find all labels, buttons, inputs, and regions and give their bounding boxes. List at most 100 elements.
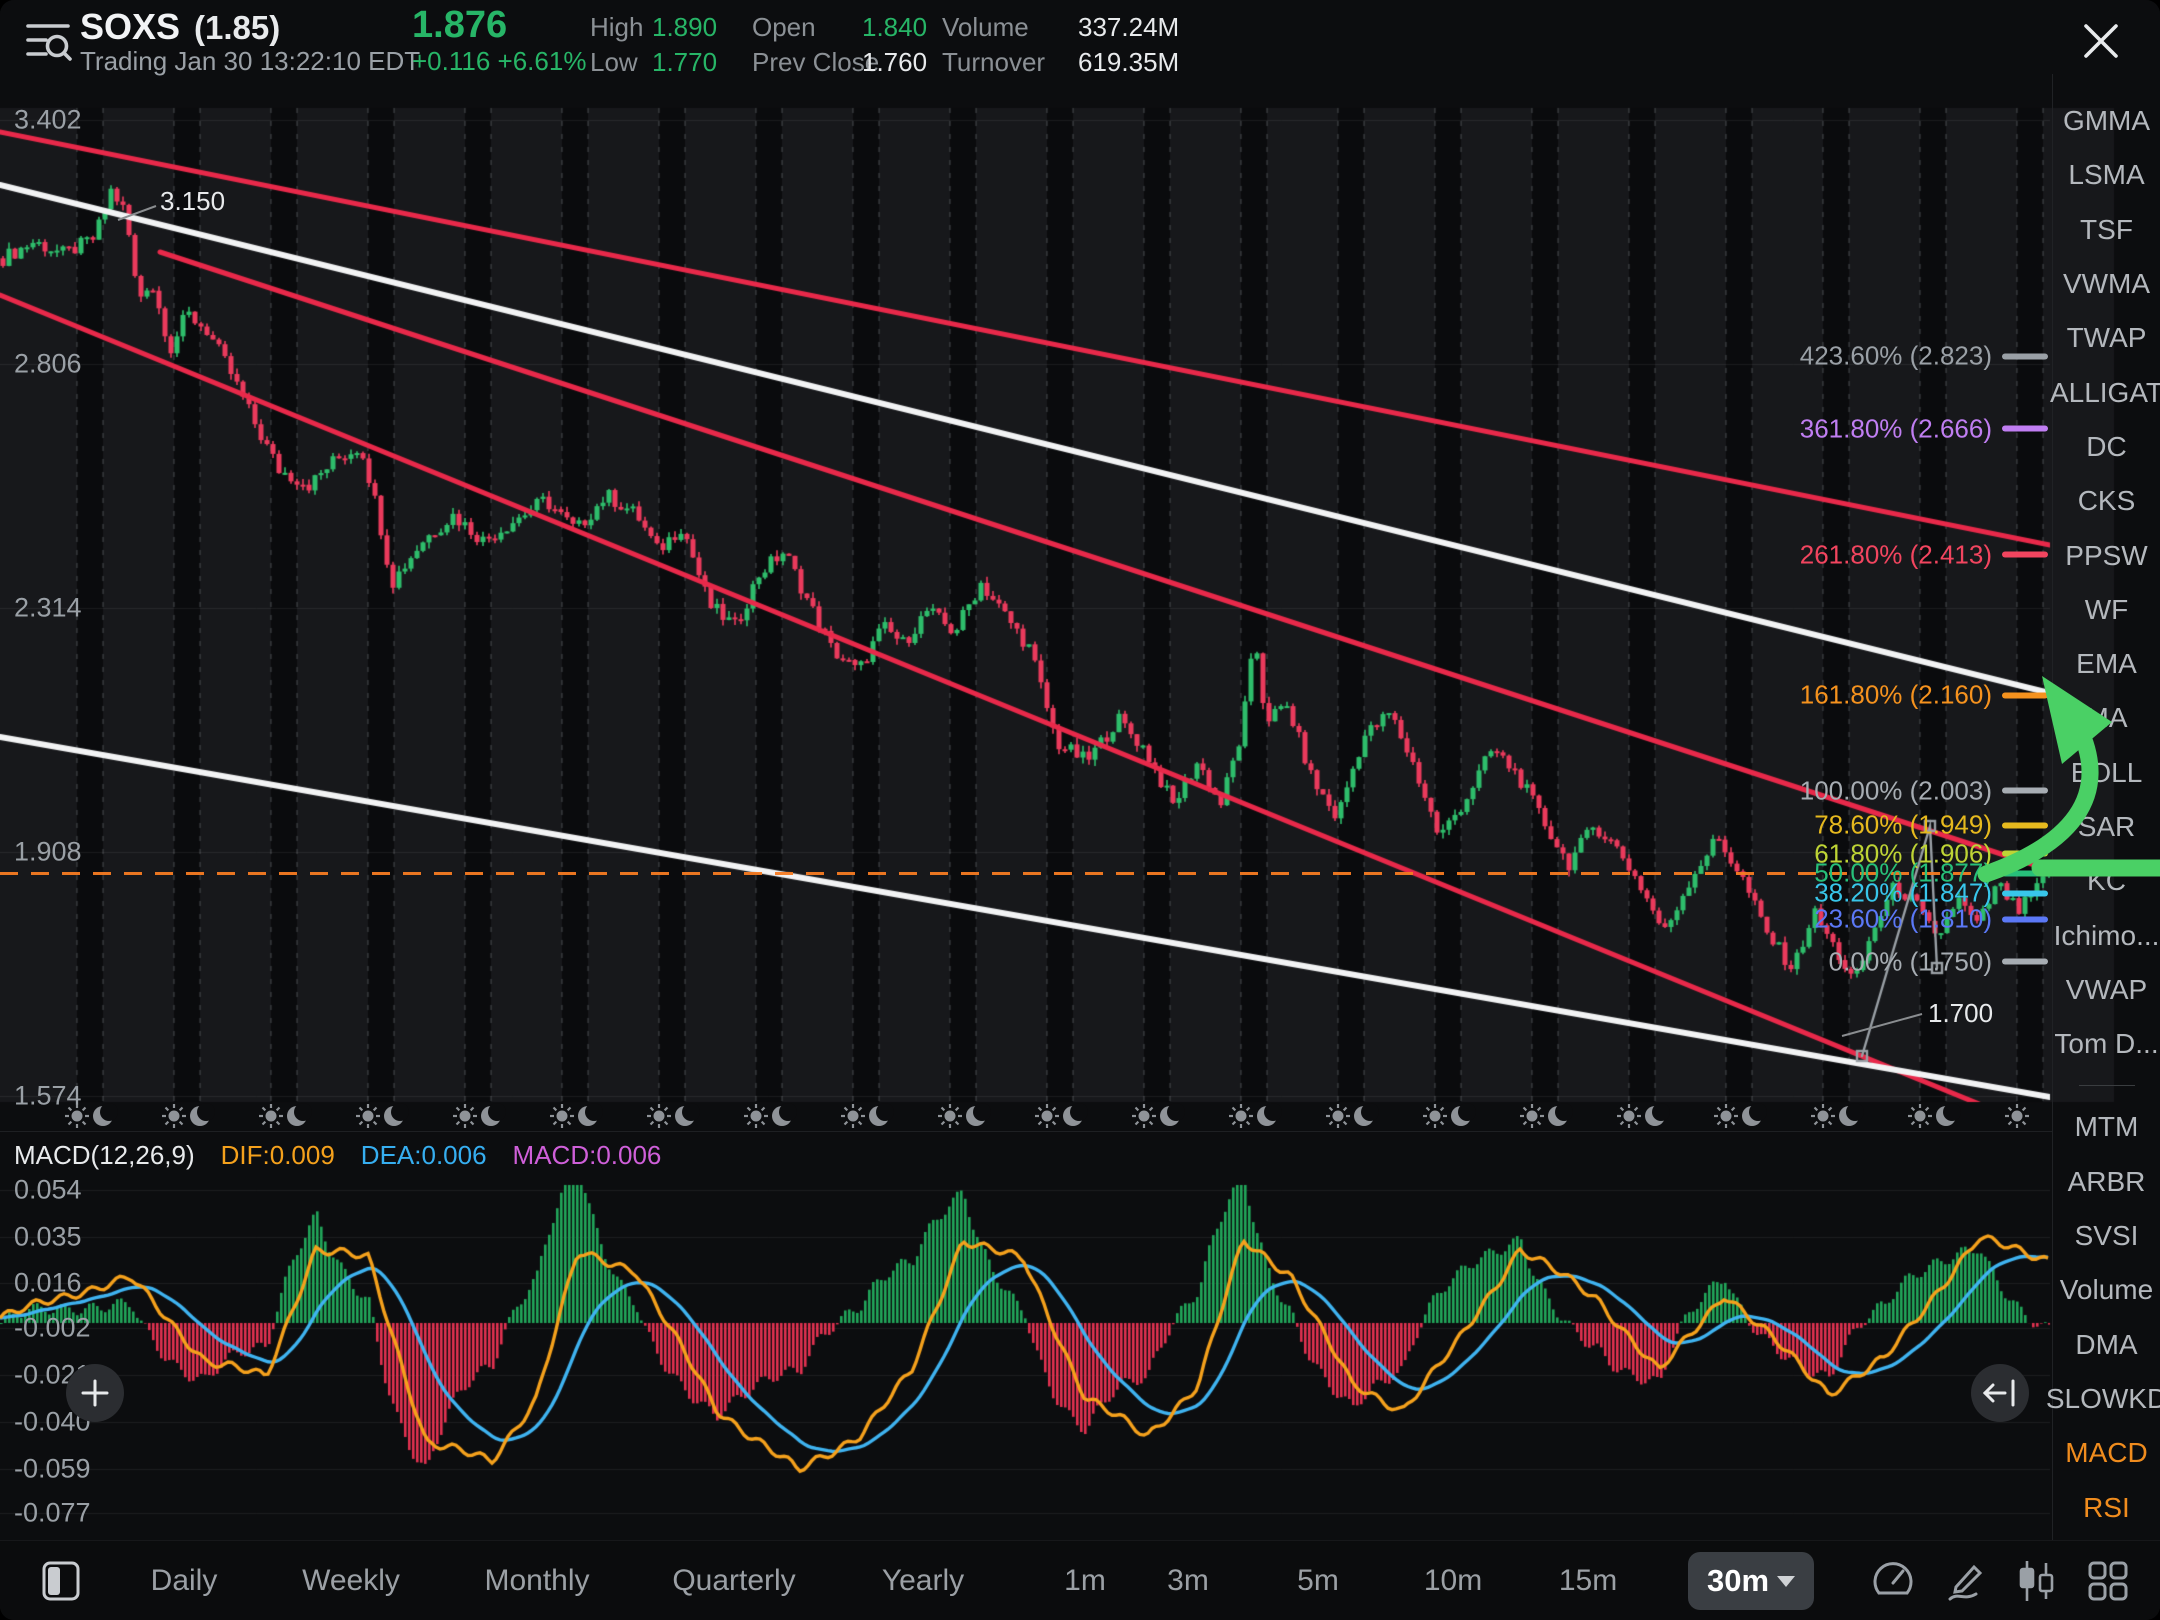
gauge-icon[interactable] <box>1871 1559 1915 1603</box>
fib-level-423.60[interactable]: 423.60% (2.823) <box>1800 341 2048 372</box>
layout-grid-icon[interactable] <box>2086 1559 2130 1603</box>
low-price-callout: 1.700 <box>1928 998 1994 1028</box>
price-axis-label: 2.314 <box>14 592 82 623</box>
price-axis-label: 1.908 <box>14 836 82 867</box>
timeframe-monthly[interactable]: Monthly <box>484 1564 590 1597</box>
fib-level-261.80[interactable]: 261.80% (2.413) <box>1800 539 2048 570</box>
sidebar-item-twap[interactable]: TWAP <box>2066 322 2147 354</box>
timeframe-weekly[interactable]: Weekly <box>302 1564 400 1597</box>
sidebar-item-boll[interactable]: BOLL <box>2070 756 2143 788</box>
sidebar-item-ppsw[interactable]: PPSW <box>2065 539 2148 571</box>
fib-level-tick <box>2002 916 2048 923</box>
sidebar-item-lsma[interactable]: LSMA <box>2068 159 2145 191</box>
fib-level-label: 361.80% (2.666) <box>1799 413 1992 444</box>
zoom-in-button[interactable] <box>66 1364 124 1422</box>
fib-level-tick <box>2002 551 2048 558</box>
fib-level-label: 261.80% (2.413) <box>1799 539 1992 570</box>
macd-axis-label: -0.077 <box>14 1497 91 1528</box>
fib-level-label: 61.80% (1.906) <box>1814 838 1992 869</box>
open-value: 1.840 <box>862 12 928 42</box>
fib-level-label: 50.00% (1.877) <box>1814 857 1992 888</box>
sidebar-item-arbr[interactable]: ARBR <box>2067 1165 2146 1197</box>
sidebar-item-vwap[interactable]: VWAP <box>2065 973 2148 1005</box>
fib-level-label: 38.20% (1.847) <box>1814 877 1992 908</box>
timeframe-1m[interactable]: 1m <box>1064 1564 1106 1597</box>
jump-to-latest-button[interactable] <box>1971 1364 2029 1422</box>
sidebar-item-alligat[interactable]: ALLIGAT <box>2049 376 2160 408</box>
sidebar-item-ema[interactable]: EMA <box>2076 648 2137 680</box>
sidebar-item-vwma[interactable]: VWMA <box>2062 268 2151 300</box>
fib-level-23.60[interactable]: 23.60% (1.810) <box>1814 904 2048 935</box>
current-price-line <box>0 872 2050 875</box>
search-list-icon[interactable] <box>22 14 74 66</box>
macd-axis-label: 0.054 <box>14 1174 82 1205</box>
macd-axis-label: -0.002 <box>14 1312 91 1343</box>
sidebar-divider <box>2078 1085 2135 1087</box>
plus-icon <box>81 1379 109 1407</box>
macd-macd-value: MACD:0.006 <box>512 1140 662 1170</box>
sidebar-item-ma[interactable]: MA <box>2085 702 2128 734</box>
timeframe-quarterly[interactable]: Quarterly <box>672 1564 796 1597</box>
session-status: Trading Jan 30 13:22:10 EDT <box>80 46 421 76</box>
fib-level-label: 78.60% (1.949) <box>1814 809 1992 840</box>
fib-level-78.60[interactable]: 78.60% (1.949) <box>1814 810 2048 841</box>
symbol-title: SOXS (1.85) <box>80 6 281 47</box>
fib-level-tick <box>2002 822 2048 829</box>
fib-level-161.80[interactable]: 161.80% (2.160) <box>1800 680 2048 711</box>
sidebar-item-gmma[interactable]: GMMA <box>2062 105 2151 137</box>
fib-level-361.80[interactable]: 361.80% (2.666) <box>1800 413 2048 444</box>
sidebar-item-macd[interactable]: MACD <box>2065 1437 2148 1469</box>
sidebar-item-slowkd[interactable]: SLOWKD <box>2045 1382 2160 1414</box>
fib-level-tick <box>2002 870 2048 877</box>
sidebar-item-svsi[interactable]: SVSI <box>2074 1220 2139 1252</box>
timeframe-daily[interactable]: Daily <box>150 1564 218 1597</box>
timeframe-yearly[interactable]: Yearly <box>881 1564 965 1597</box>
last-price: 1.876 <box>412 4 508 46</box>
prev-close-label: Prev Close <box>752 47 880 77</box>
sidebar-item-tsf[interactable]: TSF <box>2080 213 2133 245</box>
fib-level-0.00[interactable]: 0.00% (1.750) <box>1829 946 2048 977</box>
fib-level-label: 0.00% (1.750) <box>1828 946 1992 977</box>
sidebar-item-ichimo-[interactable]: Ichimo... <box>2053 919 2160 951</box>
timeframe-selected-dropdown[interactable]: 30m <box>1688 1552 1814 1610</box>
sidebar-item-kc[interactable]: KC <box>2087 865 2126 897</box>
sidebar-item-volume[interactable]: Volume <box>2059 1274 2154 1306</box>
macd-axis-label: 0.035 <box>14 1221 82 1252</box>
sidebar-item-tom-d-[interactable]: Tom D... <box>2054 1028 2159 1060</box>
bottom-toolbar: Daily Weekly Monthly Quarterly Yearly 1m 3m 5m 1… <box>0 1540 2160 1620</box>
sidebar-item-cks[interactable]: CKS <box>2077 485 2136 517</box>
draw-pencil-icon[interactable] <box>1944 1559 1988 1603</box>
timeframe-3m[interactable]: 3m <box>1167 1564 1209 1597</box>
fib-level-38.20[interactable]: 38.20% (1.847) <box>1814 878 2048 909</box>
macd-params: MACD(12,26,9) <box>14 1140 195 1170</box>
prev-close-value: 1.760 <box>862 47 928 77</box>
volume-label: Volume <box>942 12 1029 42</box>
sidebar-item-dma[interactable]: DMA <box>2075 1328 2138 1360</box>
price-axis-label: 2.806 <box>14 348 82 379</box>
sidebar-item-rsi[interactable]: RSI <box>2083 1491 2130 1523</box>
low-value: 1.770 <box>652 47 718 77</box>
sidebar-item-mtm[interactable]: MTM <box>2074 1111 2139 1143</box>
price-axis-label: 1.574 <box>14 1080 82 1111</box>
timeframe-5m[interactable]: 5m <box>1297 1564 1339 1597</box>
selected-timeframe: 30m <box>1706 1563 1770 1598</box>
sidebar-item-wf[interactable]: WF <box>2084 593 2129 625</box>
macd-indicator-row[interactable]: MACD(12,26,9) DIF:0.009 DEA:0.006 MACD:0… <box>14 1140 661 1171</box>
fib-level-tick <box>2002 425 2048 432</box>
candle-style-icon[interactable] <box>2014 1559 2058 1603</box>
macd-dif-value: DIF:0.009 <box>220 1140 335 1170</box>
macd-axis-label: 0.016 <box>14 1267 82 1298</box>
close-icon[interactable] <box>2078 18 2124 64</box>
volume-value: 337.24M <box>1078 12 1180 42</box>
timeframe-15m[interactable]: 15m <box>1558 1564 1618 1597</box>
macd-dea-value: DEA:0.006 <box>360 1140 487 1170</box>
timeframe-10m[interactable]: 10m <box>1423 1564 1483 1597</box>
fib-level-100.00[interactable]: 100.00% (2.003) <box>1800 775 2048 806</box>
sidebar-item-sar[interactable]: SAR <box>2077 811 2136 842</box>
high-label: High <box>590 12 644 42</box>
panel-toggle-icon[interactable] <box>40 1559 84 1603</box>
macd-axis-label: -0.059 <box>14 1453 91 1484</box>
chevron-down-icon <box>1777 1575 1796 1587</box>
sidebar-item-dc[interactable]: DC <box>2086 430 2127 462</box>
